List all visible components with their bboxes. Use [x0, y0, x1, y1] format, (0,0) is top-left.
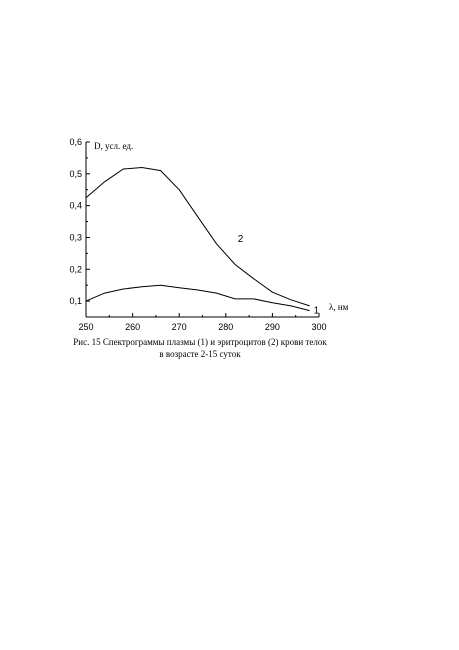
- y-tick-label: 0,6: [69, 137, 82, 147]
- y-tick-label: 0,5: [69, 169, 82, 179]
- chart-ticks: 0,1 0,2 0,3 0,4 0,5 0,6 250 260 270 280 290 300: [69, 137, 326, 332]
- chart-labels: D, усл. ед. λ, нм 1 2: [94, 141, 349, 317]
- x-tick-label: 290: [265, 322, 280, 332]
- x-tick-label: 300: [311, 322, 326, 332]
- series-2-line: [85, 166, 310, 307]
- x-tick-label: 270: [172, 322, 187, 332]
- x-tick-label: 280: [218, 322, 233, 332]
- y-tick-label: 0,4: [69, 201, 82, 211]
- chart-series: [85, 166, 310, 312]
- series-1-label: 1: [314, 306, 320, 317]
- series-2-label: 2: [238, 234, 244, 245]
- series-1-line: [85, 284, 310, 312]
- figure-caption: Рис. 15 Спектрограммы плазмы (1) и эритр…: [40, 336, 360, 360]
- caption-line-2: в возрасте 2-15 суток: [159, 349, 241, 359]
- y-tick-label: 0,3: [69, 232, 82, 242]
- y-tick-label: 0,2: [69, 264, 82, 274]
- y-tick-label: 0,1: [69, 296, 82, 306]
- x-tick-label: 250: [78, 322, 93, 332]
- x-axis-label: λ, нм: [329, 302, 349, 312]
- x-tick-label: 260: [125, 322, 140, 332]
- caption-line-1: Рис. 15 Спектрограммы плазмы (1) и эритр…: [73, 337, 327, 347]
- y-axis-label: D, усл. ед.: [94, 141, 133, 151]
